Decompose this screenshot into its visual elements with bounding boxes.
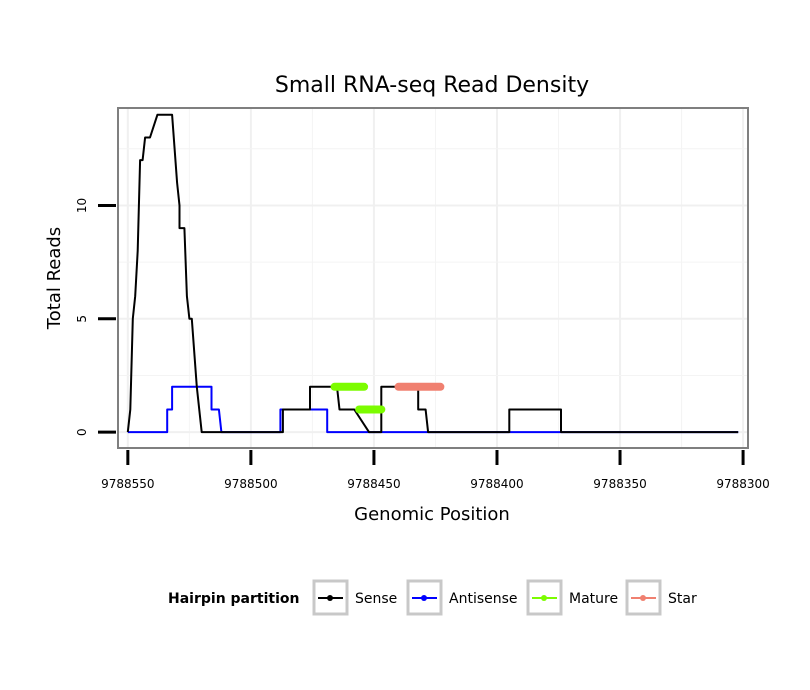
grid-layer [118,108,748,448]
legend: Hairpin partition Sense Antisense Mature… [168,579,697,616]
legend-star-dot [640,595,646,601]
x-tick-label: 9788350 [593,477,646,491]
legend-label-antisense: Antisense [449,591,518,607]
y-tick-label: 0 [75,428,89,436]
x-tick-label: 9788400 [470,477,523,491]
legend-antisense-dot [421,595,427,601]
axis-layer: 9788550 9788500 9788450 9788400 9788350 97883… [75,198,770,491]
y-tick-label: 10 [75,198,89,213]
chart-title: Small RNA-seq Read Density [275,73,589,98]
x-axis-title: Genomic Position [354,504,510,525]
legend-label-mature: Mature [569,591,618,607]
legend-sense-dot [327,595,333,601]
y-tick-label: 5 [75,315,89,323]
legend-mature-dot [541,595,547,601]
x-tick-label: 9788300 [716,477,769,491]
sense-series-line [126,113,739,434]
legend-label-star: Star [668,591,697,607]
legend-title: Hairpin partition [168,591,299,607]
series-layer [126,113,739,434]
y-axis-title: Total Reads [44,227,65,330]
legend-label-sense: Sense [355,591,397,607]
x-tick-label: 9788550 [101,477,154,491]
x-tick-label: 9788500 [224,477,277,491]
plot-panel-border [117,107,749,449]
x-tick-label: 9788450 [347,477,400,491]
antisense-series-line [127,385,739,434]
